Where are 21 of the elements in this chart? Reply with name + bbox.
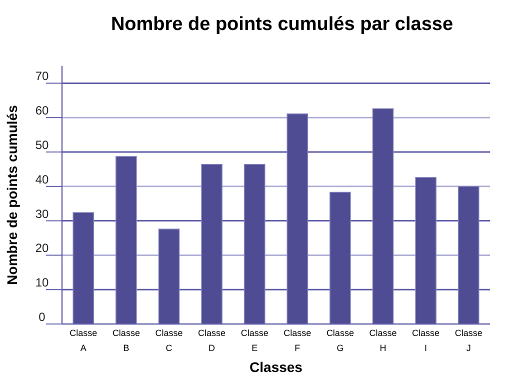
y-tick-label: 70 bbox=[35, 69, 49, 84]
chart-title: Nombre de points cumulés par classe bbox=[110, 14, 454, 35]
x-tick-label: Classe F bbox=[284, 328, 312, 353]
y-axis-title: Nombre de points cumulés bbox=[4, 104, 20, 285]
x-axis-title: Classes bbox=[250, 359, 303, 375]
y-tick-label: 20 bbox=[35, 241, 49, 256]
x-tick-label: Classe J bbox=[454, 328, 482, 353]
x-tick-label: Classe I bbox=[412, 328, 440, 353]
x-tick-label: Classe B bbox=[112, 328, 140, 353]
x-tick-label: Classe H bbox=[369, 328, 397, 353]
x-tick-label: Classe E bbox=[240, 328, 268, 353]
y-tick-label: 30 bbox=[35, 206, 49, 221]
x-tick-label: Classe G bbox=[326, 328, 354, 353]
x-tick-label: Classe A bbox=[70, 328, 98, 353]
y-tick-label: 10 bbox=[35, 276, 49, 290]
y-tick-label: 60 bbox=[35, 104, 49, 118]
x-tick-label: Classe C bbox=[155, 328, 183, 353]
y-tick-label: 0 bbox=[38, 310, 46, 324]
x-tick-label: Classe D bbox=[198, 328, 226, 353]
y-tick-label: 40 bbox=[35, 172, 49, 186]
y-tick-label: 50 bbox=[35, 138, 49, 152]
